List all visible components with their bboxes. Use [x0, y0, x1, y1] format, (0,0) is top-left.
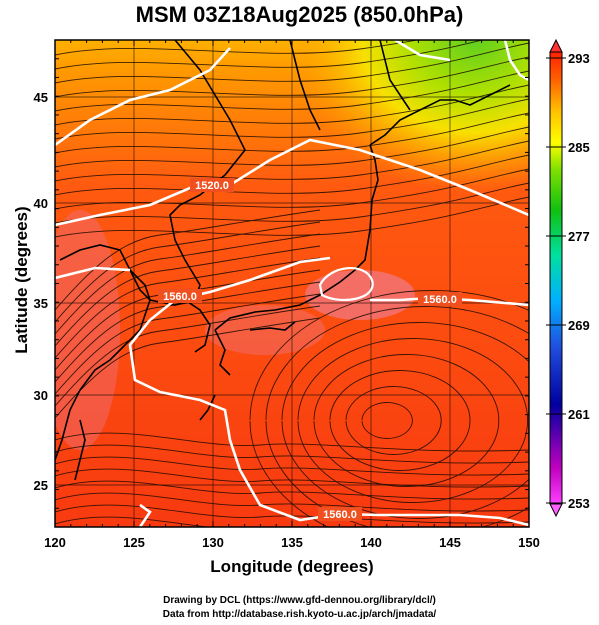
contour-label: 1560.0 — [323, 509, 357, 521]
contour-labels: 1520.0 1560.0 1560.0 1560.0 — [158, 178, 462, 521]
y-tick-label: 30 — [34, 388, 48, 403]
colorbar-tick-label: 293 — [568, 51, 590, 66]
wind-streamlines — [55, 40, 529, 527]
colorbar-tick-label: 285 — [568, 140, 590, 155]
x-tick-label: 130 — [202, 535, 224, 550]
contour-label: 1560.0 — [423, 294, 457, 306]
x-tick-labels: 120 125 130 135 140 145 150 — [44, 535, 540, 550]
warm-region-central-japan — [305, 270, 415, 320]
x-tick-label: 140 — [360, 535, 382, 550]
colorbar-tick-label: 253 — [568, 496, 590, 511]
y-tick-label: 45 — [34, 90, 48, 105]
credit-data: Data from http://database.rish.kyoto-u.a… — [162, 609, 437, 620]
y-tick-label: 25 — [34, 478, 48, 493]
y-tick-label: 40 — [34, 196, 48, 211]
chart-title: MSM 03Z18Aug2025 (850.0hPa) — [135, 2, 464, 27]
x-tick-label: 150 — [518, 535, 540, 550]
y-tick-labels: 25 30 35 40 45 — [34, 90, 48, 493]
colorbar-gradient — [549, 51, 563, 505]
axis-ticks — [54, 39, 530, 528]
y-tick-label: 35 — [34, 296, 48, 311]
colorbar-tick-label: 261 — [568, 407, 590, 422]
coastlines — [55, 40, 511, 481]
x-tick-label: 120 — [44, 535, 66, 550]
y-axis-label: Latitude (degrees) — [12, 206, 31, 354]
credit-drawing: Drawing by DCL (https://www.gfd-dennou.o… — [163, 595, 436, 606]
map-field: 1520.0 1560.0 1560.0 1560.0 — [55, 40, 529, 527]
contour-label: 1560.0 — [163, 291, 197, 303]
colorbar-tick-label: 277 — [568, 229, 590, 244]
warm-region-west — [55, 210, 120, 450]
x-tick-label: 135 — [281, 535, 303, 550]
colorbar-tick-label: 269 — [568, 318, 590, 333]
x-axis-label: Longitude (degrees) — [210, 557, 374, 576]
contour-label: 1520.0 — [195, 180, 229, 192]
colorbar-bottom-arrow — [549, 503, 563, 518]
colorbar-top-arrow — [549, 38, 563, 53]
x-tick-label: 125 — [123, 535, 145, 550]
colorbar: 293 285 277 269 261 253 — [546, 38, 590, 518]
cool-air-region — [260, 40, 529, 260]
x-tick-label: 145 — [439, 535, 461, 550]
